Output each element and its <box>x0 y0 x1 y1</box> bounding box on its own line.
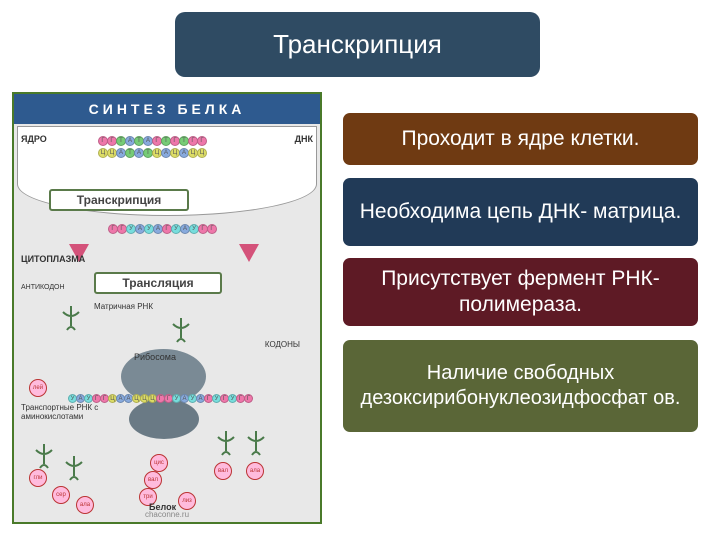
trna-icon <box>32 442 56 472</box>
info-box: Присутствует фермент РНК- полимераза. <box>343 258 698 326</box>
trna-icon <box>59 304 83 334</box>
trna-icon <box>244 429 268 459</box>
nucleotide-bead: Г <box>244 394 253 403</box>
codon-label: КОДОНЫ <box>265 340 300 349</box>
amino-acid: цис <box>150 454 168 472</box>
ribosome-small-subunit <box>129 399 199 439</box>
page-title-text: Транскрипция <box>273 29 442 60</box>
amino-acid: лиз <box>178 492 196 510</box>
diagram-title: СИНТЕЗ БЕЛКА <box>14 94 320 124</box>
nucleotide-bead: Г <box>207 224 217 234</box>
amino-acid: вал <box>214 462 232 480</box>
info-box: Необходима цепь ДНК- матрица. <box>343 178 698 246</box>
cytoplasm-label: ЦИТОПЛАЗМА <box>21 254 85 264</box>
translation-label-text: Трансляция <box>122 276 193 290</box>
amino-acid: ала <box>246 462 264 480</box>
arrow-icon <box>239 244 259 262</box>
mrna-strand-1: ГГУАУАГУАУГГ <box>109 224 217 234</box>
amino-acid: лей <box>29 379 47 397</box>
dna-strand-bottom: ЦЦАТАТЦАЦАЦЦ <box>99 148 207 158</box>
dna-strand-top: ГГТАТАГТГТГГ <box>99 136 207 146</box>
translation-label: Трансляция <box>94 272 222 294</box>
trna-label: Транспортные РНК с аминокислотами <box>21 404 106 422</box>
nucleus-label: ЯДРО <box>21 134 47 144</box>
nucleotide-bead: Г <box>197 136 207 146</box>
transcription-label-text: Транскрипция <box>77 193 162 207</box>
trna-icon <box>169 316 193 346</box>
trna-icon <box>62 454 86 484</box>
protein-synthesis-diagram: СИНТЕЗ БЕЛКА ЯДРО ДНК ГГТАТАГТГТГГ ЦЦАТА… <box>12 92 322 524</box>
amino-acid: вал <box>144 471 162 489</box>
diagram-title-text: СИНТЕЗ БЕЛКА <box>89 101 246 117</box>
anticodon-label: АНТИКОДОН <box>21 284 65 291</box>
trna-icon <box>214 429 238 459</box>
transcription-label: Транскрипция <box>49 189 189 211</box>
info-box: Наличие свободных дезоксирибонуклеозидфо… <box>343 340 698 432</box>
amino-acid: сер <box>52 486 70 504</box>
credit-text: chaconne.ru <box>14 510 320 519</box>
info-box: Проходит в ядре клетки. <box>343 113 698 165</box>
mrna-strand-long: УАУГГЦААЦЦЦГГУАУАГУГУГГ <box>69 394 309 403</box>
nucleotide-bead: Ц <box>197 148 207 158</box>
dna-label: ДНК <box>295 134 313 144</box>
ribosome-label: Рибосома <box>134 352 176 362</box>
page-title: Транскрипция <box>175 12 540 77</box>
mrna-label: Матричная РНК <box>94 302 153 311</box>
